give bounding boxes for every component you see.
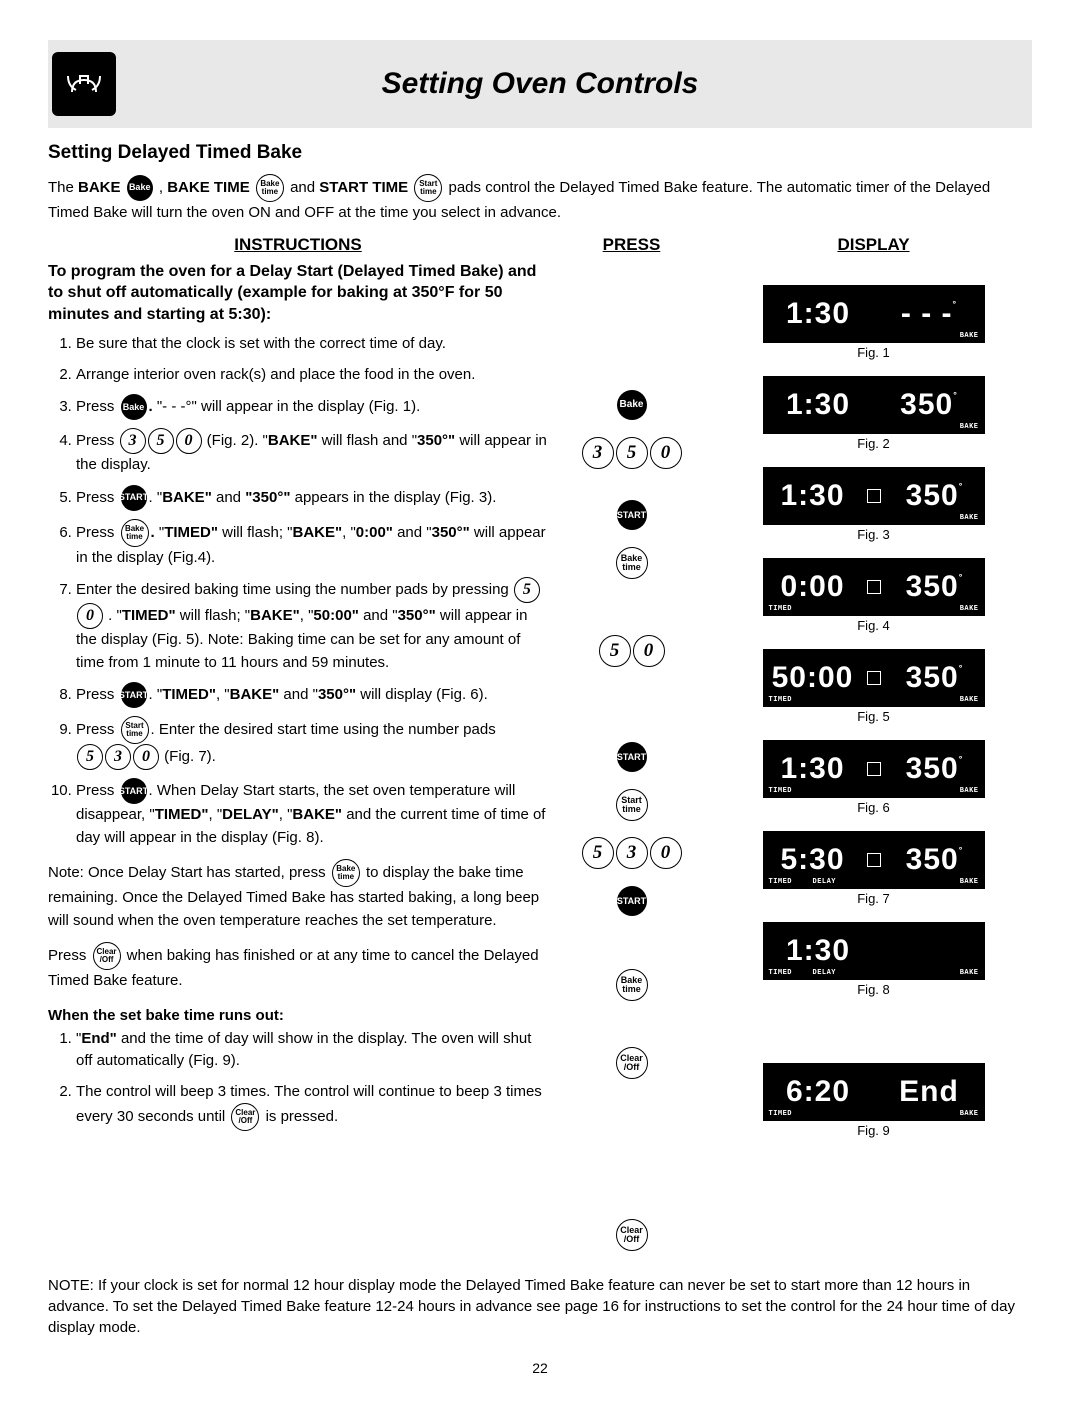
display-fig-8: 1:30TIMEDDELAYBAKEFig. 8 xyxy=(715,922,1032,997)
intro-text: The BAKE Bake , BAKE TIME Baketime and S… xyxy=(48,174,1032,225)
manual-page: Setting Oven Controls Setting Delayed Ti… xyxy=(0,0,1080,1406)
step-8: Press START. "TIMED", "BAKE" and "350°" … xyxy=(76,682,548,708)
start-button-icon: START xyxy=(121,485,147,511)
num-0-icon: 0 xyxy=(176,428,202,454)
num-0-icon: 0 xyxy=(77,603,103,629)
num-0-icon: 0 xyxy=(133,744,159,770)
fig-label: Fig. 4 xyxy=(715,618,1032,633)
display-fig-2: 1:30350°BAKEFig. 2 xyxy=(715,376,1032,451)
press-baketime-2: Baketime xyxy=(564,961,699,1009)
oven-controls-icon xyxy=(52,52,116,116)
runout-heading: When the set bake time runs out: xyxy=(48,1007,548,1024)
fig-label: Fig. 9 xyxy=(715,1123,1032,1138)
num-5-icon: 5 xyxy=(77,744,103,770)
bake-button-icon: Bake xyxy=(127,175,153,201)
num-3-icon: 3 xyxy=(120,428,146,454)
press-bake: Bake xyxy=(564,381,699,429)
press-350: 350 xyxy=(564,429,699,477)
start-time-button-icon: Starttime xyxy=(414,174,442,202)
press-50: 50 xyxy=(564,623,699,679)
step-2: Arrange interior oven rack(s) and place … xyxy=(76,364,548,387)
instructions-header: INSTRUCTIONS xyxy=(48,235,548,255)
display-fig-7: 5:30350°TIMEDDELAYBAKEFig. 7 xyxy=(715,831,1032,906)
num-3-icon: 3 xyxy=(105,744,131,770)
press-starttime: Starttime xyxy=(564,781,699,829)
bake-time-button-icon: Baketime xyxy=(121,519,149,547)
start-button-icon: START xyxy=(121,682,147,708)
start-time-button-icon: Starttime xyxy=(121,716,149,744)
press-clear-2: Clear/Off xyxy=(564,1211,699,1259)
start-button-icon: START xyxy=(121,778,147,804)
runout-2: The control will beep 3 times. The contr… xyxy=(76,1081,548,1132)
press-start-3: START xyxy=(564,877,699,925)
bake-time-button-icon: Baketime xyxy=(332,859,360,887)
fig-label: Fig. 7 xyxy=(715,891,1032,906)
display-fig-4: 0:00350°TIMEDBAKEFig. 4 xyxy=(715,558,1032,633)
step-7: Enter the desired baking time using the … xyxy=(76,577,548,674)
press-start-2: START xyxy=(564,733,699,781)
press-530: 530 xyxy=(564,829,699,877)
clear-off-button-icon: Clear/Off xyxy=(231,1103,259,1131)
step-10: Press START. When Delay Start starts, th… xyxy=(76,778,548,849)
display-fig-5: 50:00350°TIMEDBAKEFig. 5 xyxy=(715,649,1032,724)
step-3: Press Bake. "- - -°" will appear in the … xyxy=(76,394,548,420)
runout-1: "End" and the time of day will show in t… xyxy=(76,1028,548,1073)
display-header: DISPLAY xyxy=(715,235,1032,255)
fig-label: Fig. 3 xyxy=(715,527,1032,542)
display-column: DISPLAY 1:30- - -°BAKEFig. 1 1:30350°BAKE… xyxy=(715,235,1032,1259)
step-5: Press START. "BAKE" and "350°" appears i… xyxy=(76,485,548,511)
instructions-column: INSTRUCTIONS To program the oven for a D… xyxy=(48,235,548,1259)
step-9: Press Starttime. Enter the desired start… xyxy=(76,716,548,770)
fig-label: Fig. 2 xyxy=(715,436,1032,451)
program-heading: To program the oven for a Delay Start (D… xyxy=(48,261,548,326)
display-fig-6: 1:30350°TIMEDBAKEFig. 6 xyxy=(715,740,1032,815)
end-note: NOTE: If your clock is set for normal 12… xyxy=(48,1275,1032,1338)
fig-label: Fig. 8 xyxy=(715,982,1032,997)
press-baketime-1: Baketime xyxy=(564,539,699,587)
section-subtitle: Setting Delayed Timed Bake xyxy=(48,142,1032,164)
fig-label: Fig. 1 xyxy=(715,345,1032,360)
fig-label: Fig. 6 xyxy=(715,800,1032,815)
press-column: PRESS Bake 350 START Baketime 50 START S… xyxy=(564,235,699,1259)
step-4: Press 350 (Fig. 2). "BAKE" will flash an… xyxy=(76,428,548,477)
columns: INSTRUCTIONS To program the oven for a D… xyxy=(48,235,1032,1259)
title-bar: Setting Oven Controls xyxy=(48,40,1032,128)
clear-off-button-icon: Clear/Off xyxy=(93,942,121,970)
step-6: Press Baketime. "TIMED" will flash; "BAK… xyxy=(76,519,548,570)
note-1: Note: Once Delay Start has started, pres… xyxy=(48,859,548,932)
runout-list: "End" and the time of day will show in t… xyxy=(48,1028,548,1132)
bake-button-icon: Bake xyxy=(121,394,147,420)
display-fig-1: 1:30- - -°BAKEFig. 1 xyxy=(715,285,1032,360)
press-clear-1: Clear/Off xyxy=(564,1039,699,1087)
press-header: PRESS xyxy=(564,235,699,255)
num-5-icon: 5 xyxy=(148,428,174,454)
note-2: Press Clear/Off when baking has finished… xyxy=(48,942,548,993)
display-fig-3: 1:30350°BAKEFig. 3 xyxy=(715,467,1032,542)
num-5-icon: 5 xyxy=(514,577,540,603)
step-1: Be sure that the clock is set with the c… xyxy=(76,333,548,356)
bake-time-button-icon: Baketime xyxy=(256,174,284,202)
fig-label: Fig. 5 xyxy=(715,709,1032,724)
page-number: 22 xyxy=(48,1360,1032,1376)
page-title: Setting Oven Controls xyxy=(116,67,1032,101)
display-fig-9: 6:20EndTIMEDBAKEFig. 9 xyxy=(715,1063,1032,1138)
press-start-1: START xyxy=(564,491,699,539)
steps-list: Be sure that the clock is set with the c… xyxy=(48,333,548,849)
